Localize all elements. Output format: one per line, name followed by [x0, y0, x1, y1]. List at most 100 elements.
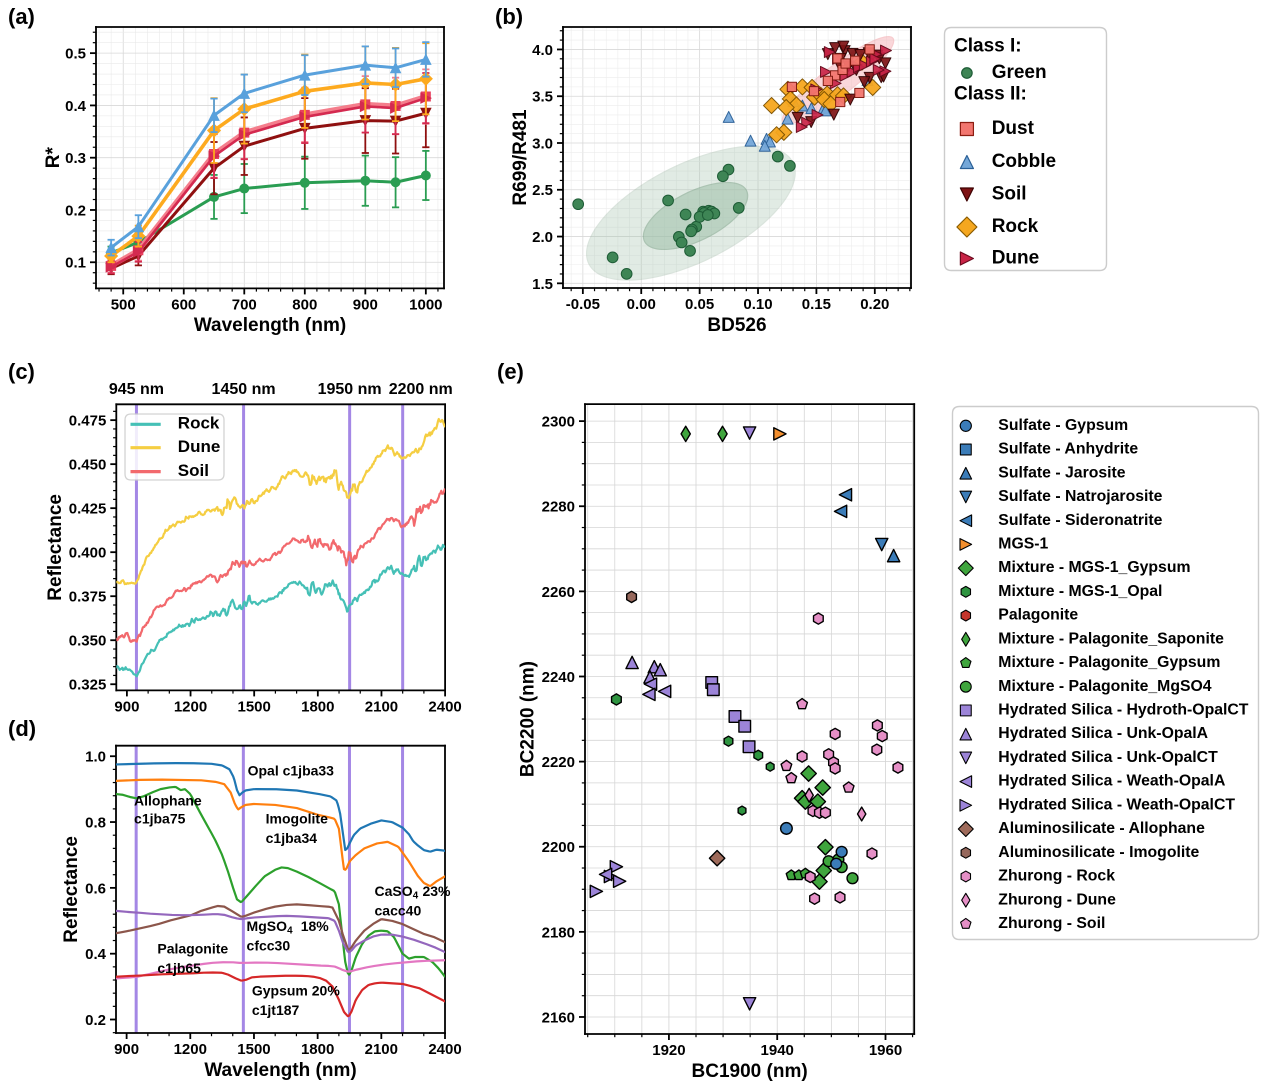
svg-text:0.00: 0.00 [627, 296, 656, 313]
svg-text:2160: 2160 [542, 1009, 575, 1026]
svg-text:Sulfate - Natrojarosite: Sulfate - Natrojarosite [998, 488, 1162, 505]
svg-text:Mixture - MGS-1_Opal: Mixture - MGS-1_Opal [998, 583, 1162, 600]
svg-text:Rock: Rock [178, 414, 220, 433]
svg-text:700: 700 [232, 296, 257, 313]
svg-text:2300: 2300 [542, 414, 575, 431]
svg-text:Gypsum 20%: Gypsum 20% [252, 982, 340, 998]
svg-text:Green: Green [992, 62, 1047, 83]
svg-text:Wavelength (nm): Wavelength (nm) [204, 1060, 356, 1081]
svg-text:1950 nm: 1950 nm [318, 381, 382, 398]
svg-text:0.05: 0.05 [685, 296, 714, 313]
svg-text:1920: 1920 [652, 1042, 685, 1059]
svg-text:cacc40: cacc40 [375, 903, 422, 919]
svg-text:(a): (a) [8, 4, 35, 29]
svg-text:4.0: 4.0 [532, 42, 553, 59]
svg-text:2280: 2280 [542, 499, 575, 516]
svg-text:0.1: 0.1 [65, 255, 86, 272]
svg-text:Palagonite: Palagonite [157, 940, 228, 956]
svg-text:1450 nm: 1450 nm [212, 381, 276, 398]
svg-text:(b): (b) [495, 4, 523, 29]
svg-text:2400: 2400 [428, 698, 461, 715]
svg-text:R*: R* [43, 147, 64, 169]
svg-text:Mixture - Palagonite_Saponite: Mixture - Palagonite_Saponite [998, 630, 1224, 647]
svg-text:0.5: 0.5 [65, 46, 86, 63]
svg-text:2220: 2220 [542, 754, 575, 771]
svg-text:Reflectance: Reflectance [61, 836, 82, 943]
svg-text:2180: 2180 [542, 924, 575, 941]
svg-text:1200: 1200 [174, 698, 207, 715]
svg-text:Zhurong - Rock: Zhurong - Rock [998, 868, 1115, 885]
svg-text:Hydrated Silica - Unk-OpalCT: Hydrated Silica - Unk-OpalCT [998, 749, 1218, 766]
svg-text:Wavelength (nm): Wavelength (nm) [194, 315, 346, 336]
svg-text:900: 900 [114, 1041, 139, 1058]
svg-text:Class I:: Class I: [954, 35, 1022, 56]
svg-text:c1jb65: c1jb65 [157, 960, 201, 976]
svg-text:Reflectance: Reflectance [45, 494, 66, 601]
svg-text:0.4: 0.4 [65, 98, 87, 115]
svg-text:cfcc30: cfcc30 [247, 938, 291, 954]
svg-text:2.0: 2.0 [532, 229, 553, 246]
svg-text:Mixture - Palagonite_Gypsum: Mixture - Palagonite_Gypsum [998, 654, 1220, 671]
svg-text:Hydrated Silica - Weath-OpalA: Hydrated Silica - Weath-OpalA [998, 773, 1225, 790]
svg-text:Rock: Rock [992, 216, 1039, 237]
svg-text:Soil: Soil [178, 461, 209, 480]
svg-text:2260: 2260 [542, 584, 575, 601]
svg-text:BD526: BD526 [707, 315, 766, 336]
svg-text:R699/R481: R699/R481 [510, 109, 531, 206]
svg-text:Sulfate - Anhydrite: Sulfate - Anhydrite [998, 441, 1138, 458]
svg-text:1.5: 1.5 [532, 276, 553, 293]
svg-text:BC1900 (nm): BC1900 (nm) [692, 1061, 808, 1082]
svg-text:c1jba75: c1jba75 [134, 811, 186, 827]
svg-text:Dune: Dune [178, 437, 221, 456]
svg-text:2200: 2200 [542, 839, 575, 856]
svg-text:1.0: 1.0 [85, 749, 106, 766]
svg-text:0.3: 0.3 [65, 150, 86, 167]
svg-text:Dune: Dune [992, 247, 1039, 268]
svg-text:1500: 1500 [237, 1041, 270, 1058]
svg-text:1940: 1940 [761, 1042, 794, 1059]
svg-text:0.475: 0.475 [69, 413, 107, 430]
svg-text:Class II:: Class II: [954, 84, 1027, 105]
svg-text:Mixture - Palagonite_MgSO4: Mixture - Palagonite_MgSO4 [998, 678, 1212, 695]
svg-text:900: 900 [353, 296, 378, 313]
svg-text:900: 900 [114, 698, 139, 715]
svg-text:Cobble: Cobble [992, 151, 1056, 172]
svg-text:(c): (c) [8, 359, 35, 384]
svg-text:(d): (d) [8, 716, 36, 741]
svg-text:0.325: 0.325 [69, 677, 107, 694]
svg-text:Hydrated Silica - Hydroth-Opal: Hydrated Silica - Hydroth-OpalCT [998, 702, 1249, 719]
svg-text:945 nm: 945 nm [109, 381, 164, 398]
svg-text:C a S O: C a S O 2 3 % 4 [375, 883, 455, 901]
svg-text:0.400: 0.400 [69, 545, 107, 562]
svg-text:1800: 1800 [301, 698, 334, 715]
svg-text:Sulfate - Gypsum: Sulfate - Gypsum [998, 417, 1128, 434]
svg-text:0.450: 0.450 [69, 457, 107, 474]
svg-text:Dust: Dust [992, 118, 1035, 139]
svg-text:0.2: 0.2 [65, 202, 86, 219]
svg-text:0.15: 0.15 [802, 296, 831, 313]
svg-text:2100: 2100 [365, 698, 398, 715]
svg-text:2200 nm: 2200 nm [389, 381, 453, 398]
svg-text:Opal c1jba33: Opal c1jba33 [248, 763, 335, 779]
svg-text:2400: 2400 [428, 1041, 461, 1058]
svg-text:BC2200 (nm): BC2200 (nm) [518, 661, 539, 777]
svg-text:Palagonite: Palagonite [998, 607, 1078, 624]
svg-text:Hydrated Silica - Weath-OpalCT: Hydrated Silica - Weath-OpalCT [998, 796, 1235, 813]
svg-text:MGS-1: MGS-1 [998, 535, 1048, 552]
svg-text:Sulfate - Sideronatrite: Sulfate - Sideronatrite [998, 512, 1162, 529]
svg-text:Allophane: Allophane [134, 792, 202, 808]
svg-text:Hydrated Silica - Unk-OpalA: Hydrated Silica - Unk-OpalA [998, 725, 1208, 742]
svg-text:Soil: Soil [992, 183, 1027, 204]
svg-text:Zhurong - Dune: Zhurong - Dune [998, 891, 1116, 908]
svg-text:-0.05: -0.05 [566, 296, 600, 313]
svg-text:0.350: 0.350 [69, 633, 107, 650]
svg-text:800: 800 [292, 296, 317, 313]
svg-text:c1jt187: c1jt187 [252, 1002, 300, 1018]
svg-text:2.5: 2.5 [532, 182, 553, 199]
svg-text:0.6: 0.6 [85, 880, 106, 897]
svg-text:2100: 2100 [365, 1041, 398, 1058]
svg-text:Aluminosilicate - Imogolite: Aluminosilicate - Imogolite [998, 844, 1199, 861]
svg-text:1800: 1800 [301, 1041, 334, 1058]
svg-text:1200: 1200 [174, 1041, 207, 1058]
svg-text:1500: 1500 [237, 698, 270, 715]
